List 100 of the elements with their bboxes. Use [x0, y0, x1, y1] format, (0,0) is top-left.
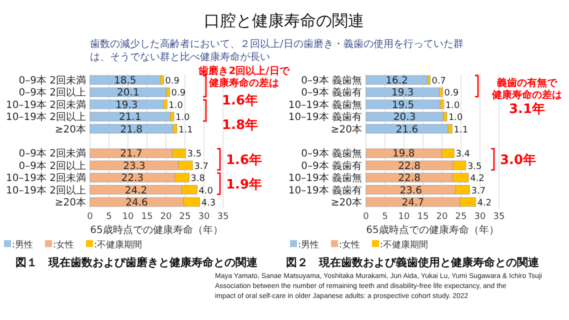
data-label: 23.6 [400, 185, 422, 196]
y-tick-label: 0–9本 義歯無 [301, 148, 362, 160]
annotation: 健康寿命の差は [208, 77, 279, 89]
data-label: 3.8 [190, 174, 206, 184]
data-label: 3.5 [187, 150, 202, 160]
y-tick-label: ≥20本 [54, 196, 86, 208]
data-label: 24.2 [124, 185, 148, 196]
data-label: 20.1 [117, 88, 140, 99]
data-label: 19.3 [392, 88, 414, 99]
legend-label: :男性 [298, 240, 320, 251]
data-label: 1.1 [178, 125, 193, 136]
y-tick-label: 10–19本 義歯無 [288, 98, 362, 111]
data-label: 16.2 [386, 76, 408, 86]
y-tick-label: 0–9本 2回以上 [18, 86, 86, 99]
y-tick-label: 0–9本 2回未満 [18, 74, 86, 86]
y-tick-label: 10–19本 2回未満 [6, 172, 86, 184]
y-tick-label: ≥20本 [330, 123, 362, 136]
x-tick-label: 0 [363, 212, 370, 222]
text: 3.1年 [508, 102, 546, 117]
text: 3.0年 [500, 152, 536, 168]
bar [366, 75, 428, 85]
legend-label: :男性 [12, 240, 34, 251]
data-label: 4.2 [477, 198, 492, 208]
x-tick-label: 10 [398, 212, 410, 222]
data-label: 20.3 [393, 112, 416, 124]
bar [90, 100, 164, 110]
data-label: 18.5 [114, 76, 136, 86]
data-label: 3.7 [471, 186, 486, 196]
annotation: 健康寿命の差は [491, 89, 562, 101]
data-label: 1.0 [445, 100, 460, 111]
data-label: 4.0 [198, 186, 214, 196]
data-label: 21.8 [120, 124, 143, 136]
annotation: 1.6年 [222, 94, 258, 109]
y-tick-label: 0–9本 義歯無 [301, 74, 362, 86]
data-label: 3.7 [194, 162, 208, 172]
x-tick-label: 30 [198, 212, 210, 222]
data-label: 1.1 [454, 125, 468, 136]
data-label: 19.5 [392, 100, 414, 111]
text: 図２ 現在歯数および義歯使用と健康寿命との関連 [286, 256, 540, 270]
bar [366, 88, 440, 97]
text: 1.6年 [226, 152, 262, 168]
data-label: 4.2 [470, 174, 484, 184]
y-tick-label: 10–19本 2回以上 [6, 111, 86, 124]
annotation: 歯磨き2回以上/日で [198, 65, 290, 77]
data-label: 1.0 [175, 113, 190, 124]
bar [366, 124, 448, 134]
data-label: 1.0 [168, 100, 184, 111]
y-tick-label: 0–9本 2回以上 [18, 160, 86, 172]
x-tick-label: 20 [160, 212, 172, 222]
x-tick-label: 20 [436, 212, 448, 222]
bar [90, 112, 170, 122]
y-tick-label: 0–9本 義歯有 [301, 160, 362, 172]
data-label: 19.8 [392, 148, 415, 160]
data-label: 0.9 [165, 76, 180, 86]
bar [90, 124, 174, 134]
x-tick-label: 25 [179, 212, 191, 222]
data-label: 0.9 [171, 88, 186, 99]
data-label: 23.3 [123, 160, 146, 172]
x-axis-title: 65歳時点での健康寿命（年） [90, 224, 223, 236]
legend-label: :女性 [53, 240, 74, 251]
bar [90, 75, 160, 85]
text: 歯数の減少した高齢者において、２回以上/日の歯磨き・義歯の使用を行っていた群 [90, 38, 464, 50]
data-label: 0.9 [444, 88, 459, 99]
data-label: 0.7 [432, 76, 446, 86]
y-tick-label: 0–9本 義歯有 [301, 86, 362, 99]
data-label: 21.7 [120, 148, 142, 160]
data-label: 1.0 [448, 113, 464, 124]
data-label: 24.7 [402, 198, 424, 208]
legend-label: :不健康期間 [380, 240, 428, 251]
data-label: 21.1 [118, 112, 142, 124]
y-tick-label: 10–19本 義歯無 [288, 172, 362, 184]
y-tick-label: 10–19本 2回以上 [6, 184, 86, 196]
bar [90, 88, 167, 97]
y-tick-label: 10–19本 義歯有 [288, 184, 362, 196]
data-label: 24.6 [126, 198, 148, 208]
text: 図１ 現在歯数および歯磨きと健康寿命との関連 [16, 256, 258, 270]
data-label: 22.8 [398, 160, 420, 172]
data-label: 3.5 [467, 162, 482, 172]
bar [366, 100, 440, 110]
y-tick-label: ≥20本 [330, 196, 362, 208]
annotation: 義歯の有無で [496, 77, 558, 89]
y-tick-label: 10–19本 2回未満 [6, 98, 86, 111]
text: 1.9年 [226, 177, 262, 192]
legend-label: :不健康期間 [94, 240, 142, 251]
x-tick-label: 25 [455, 212, 467, 222]
data-label: 22.8 [398, 173, 420, 184]
y-tick-label: ≥20本 [54, 123, 86, 136]
annotation: 1.8年 [222, 118, 258, 134]
data-label: 4.3 [201, 198, 216, 208]
text: 口腔と健康寿命の関連 [204, 11, 364, 30]
legend-label: :女性 [339, 240, 360, 251]
data-label: 19.3 [116, 100, 138, 111]
x-tick-label: 15 [141, 212, 153, 222]
x-tick-label: 35 [217, 212, 229, 222]
x-tick-label: 30 [474, 212, 486, 222]
data-label: 22.3 [121, 173, 144, 184]
x-tick-label: 0 [87, 212, 94, 222]
data-label: 21.6 [396, 124, 418, 136]
x-axis-title: 65歳時点での健康寿命（年） [366, 224, 499, 236]
x-tick-label: 35 [493, 212, 505, 222]
